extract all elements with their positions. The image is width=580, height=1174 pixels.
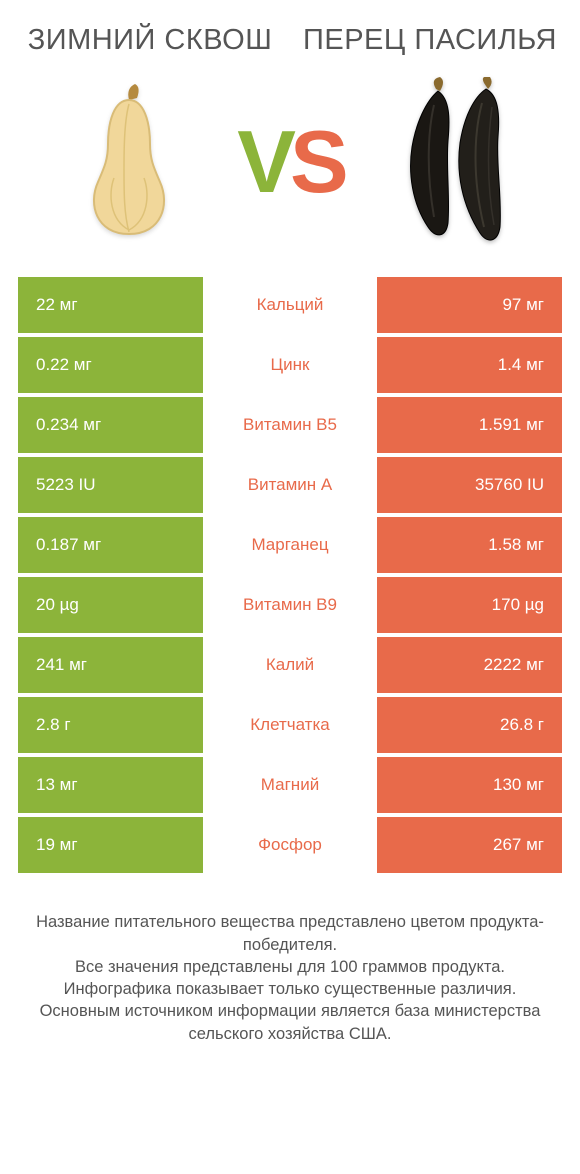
nutrient-label: Фосфор (203, 817, 377, 873)
vs-s: S (290, 111, 343, 213)
table-row: 2.8 гКлетчатка26.8 г (18, 697, 562, 753)
left-value: 13 мг (18, 757, 203, 813)
nutrient-label: Клетчатка (203, 697, 377, 753)
right-value: 267 мг (377, 817, 562, 873)
left-value: 0.187 мг (18, 517, 203, 573)
footer-line: Все значения представлены для 100 граммо… (28, 956, 552, 978)
table-row: 241 мгКалий2222 мг (18, 637, 562, 693)
footer: Название питательного вещества представл… (0, 877, 580, 1045)
right-value: 2222 мг (377, 637, 562, 693)
right-value: 97 мг (377, 277, 562, 333)
pepper-icon (376, 77, 526, 247)
vs-v: V (237, 111, 290, 213)
left-image (20, 82, 237, 242)
left-value: 5223 IU (18, 457, 203, 513)
comparison-infographic: ЗИМНИЙ СКВОШ ПЕРЕЦ ПАСИЛЬЯ VS (0, 0, 580, 1174)
nutrient-label: Цинк (203, 337, 377, 393)
nutrient-label: Витамин B9 (203, 577, 377, 633)
table-row: 19 мгФосфор267 мг (18, 817, 562, 873)
nutrient-label: Кальций (203, 277, 377, 333)
comparison-table: 22 мгКальций97 мг0.22 мгЦинк1.4 мг0.234 … (0, 277, 580, 877)
nutrient-label: Марганец (203, 517, 377, 573)
left-title: ЗИМНИЙ СКВОШ (10, 24, 290, 57)
right-value: 170 µg (377, 577, 562, 633)
table-row: 0.187 мгМарганец1.58 мг (18, 517, 562, 573)
nutrient-label: Витамин B5 (203, 397, 377, 453)
footer-line: Название питательного вещества представл… (28, 911, 552, 956)
right-image (343, 77, 560, 247)
table-row: 5223 IUВитамин A35760 IU (18, 457, 562, 513)
nutrient-label: Магний (203, 757, 377, 813)
left-value: 0.22 мг (18, 337, 203, 393)
left-value: 0.234 мг (18, 397, 203, 453)
header: ЗИМНИЙ СКВОШ ПЕРЕЦ ПАСИЛЬЯ (0, 0, 580, 67)
left-value: 19 мг (18, 817, 203, 873)
right-value: 1.4 мг (377, 337, 562, 393)
left-value: 2.8 г (18, 697, 203, 753)
table-row: 0.234 мгВитамин B51.591 мг (18, 397, 562, 453)
right-value: 1.58 мг (377, 517, 562, 573)
vs-label: VS (237, 111, 342, 213)
right-title: ПЕРЕЦ ПАСИЛЬЯ (290, 24, 570, 57)
footer-line: Основным источником информации является … (28, 1000, 552, 1045)
table-row: 0.22 мгЦинк1.4 мг (18, 337, 562, 393)
nutrient-label: Витамин A (203, 457, 377, 513)
right-value: 26.8 г (377, 697, 562, 753)
table-row: 20 µgВитамин B9170 µg (18, 577, 562, 633)
left-value: 241 мг (18, 637, 203, 693)
table-row: 13 мгМагний130 мг (18, 757, 562, 813)
left-value: 20 µg (18, 577, 203, 633)
right-value: 1.591 мг (377, 397, 562, 453)
squash-icon (74, 82, 184, 242)
left-value: 22 мг (18, 277, 203, 333)
table-row: 22 мгКальций97 мг (18, 277, 562, 333)
right-value: 130 мг (377, 757, 562, 813)
nutrient-label: Калий (203, 637, 377, 693)
footer-line: Инфографика показывает только существенн… (28, 978, 552, 1000)
image-row: VS (0, 67, 580, 277)
right-value: 35760 IU (377, 457, 562, 513)
